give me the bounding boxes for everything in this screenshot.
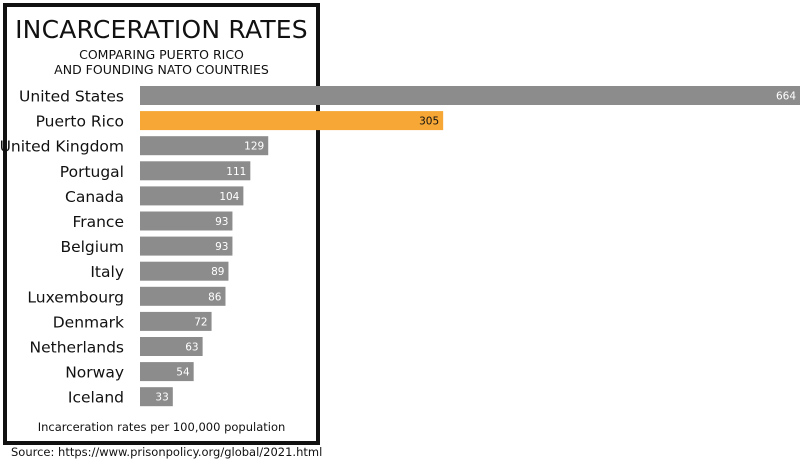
category-label-netherlands: Netherlands xyxy=(30,339,124,357)
chart-subtitle: COMPARING PUERTO RICO AND FOUNDING NATO … xyxy=(7,47,316,77)
value-label-italy: 89 xyxy=(211,266,224,278)
value-label-puerto-rico: 305 xyxy=(419,116,439,128)
axis-footnote: Incarceration rates per 100,000 populati… xyxy=(37,420,286,434)
bar-italy xyxy=(140,261,229,281)
bar-netherlands xyxy=(140,337,203,356)
value-label-luxembourg: 86 xyxy=(208,291,222,303)
category-label-italy: Italy xyxy=(90,263,124,281)
value-label-denmark: 72 xyxy=(194,316,207,328)
bar-united-kingdom xyxy=(140,136,269,156)
subtitle-line-2: AND FOUNDING NATO COUNTRIES xyxy=(54,62,269,77)
category-label-denmark: Denmark xyxy=(53,313,124,331)
value-label-france: 93 xyxy=(215,216,228,228)
chart-title: INCARCERATION RATES xyxy=(15,15,308,44)
category-label-france: France xyxy=(72,213,124,231)
bar-belgium xyxy=(140,236,233,256)
value-label-netherlands: 63 xyxy=(185,342,198,354)
category-label-iceland: Iceland xyxy=(68,389,124,407)
bar-puerto-rico xyxy=(140,111,444,131)
category-label-puerto-rico: Puerto Rico xyxy=(36,113,124,131)
bar-portugal xyxy=(140,161,251,181)
value-label-canada: 104 xyxy=(219,191,239,203)
value-label-portugal: 111 xyxy=(226,166,246,178)
source-note: Source: https://www.prisonpolicy.org/glo… xyxy=(11,445,323,459)
bar-denmark xyxy=(140,311,212,331)
category-label-luxembourg: Luxembourg xyxy=(27,288,124,306)
bar-luxembourg xyxy=(140,286,226,306)
category-label-belgium: Belgium xyxy=(60,238,124,256)
subtitle-line-1: COMPARING PUERTO RICO xyxy=(79,47,244,62)
bar-norway xyxy=(140,362,194,382)
value-label-united-states: 664 xyxy=(776,91,796,103)
value-label-united-kingdom: 129 xyxy=(244,141,264,153)
category-label-canada: Canada xyxy=(65,188,124,206)
bar-france xyxy=(140,211,233,231)
bar-canada xyxy=(140,186,244,206)
category-label-united-states: United States xyxy=(19,88,124,106)
category-label-portugal: Portugal xyxy=(60,163,124,181)
bar-iceland xyxy=(140,387,173,407)
category-label-norway: Norway xyxy=(65,364,124,382)
value-label-belgium: 93 xyxy=(215,241,228,253)
bar-united-states xyxy=(140,86,800,105)
value-label-norway: 54 xyxy=(176,367,190,379)
value-label-iceland: 33 xyxy=(155,392,168,404)
category-label-united-kingdom: United Kingdom xyxy=(0,138,124,156)
